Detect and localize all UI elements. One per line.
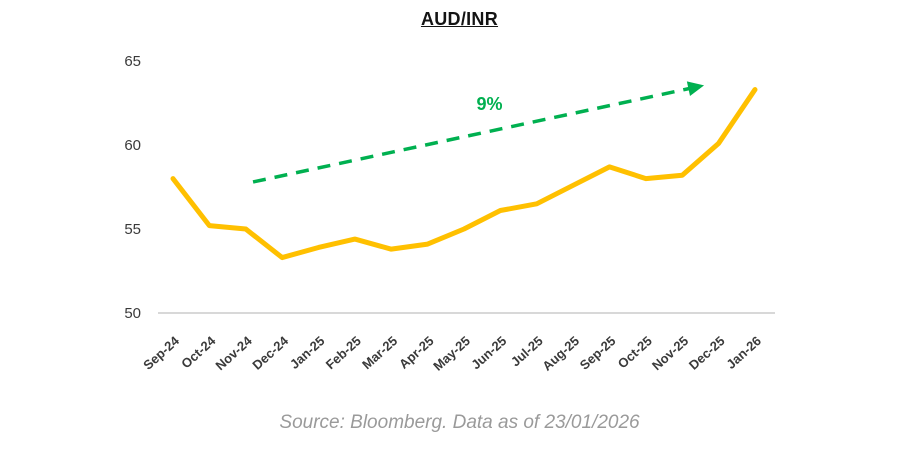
x-tick-label: Oct-25 — [615, 333, 655, 371]
source-note: Source: Bloomberg. Data as of 23/01/2026 — [279, 412, 640, 433]
x-tick-label: Jan-26 — [723, 333, 764, 372]
x-tick-label: Feb-25 — [323, 333, 364, 372]
x-tick-label: Mar-25 — [359, 333, 400, 372]
trend-arrow-line — [252, 86, 693, 184]
x-tick-label: Jan-25 — [287, 333, 328, 372]
x-tick-label: Aug-25 — [539, 333, 582, 374]
x-tick-label: Nov-25 — [649, 333, 691, 373]
x-tick-label: Apr-25 — [396, 333, 437, 372]
y-tick-label: 50 — [124, 305, 141, 322]
x-tick-label: Jun-25 — [468, 333, 509, 372]
trend-arrow-label: 9% — [476, 94, 502, 114]
y-tick-label: 55 — [124, 221, 141, 238]
y-tick-label: 65 — [124, 53, 141, 70]
series-line — [170, 87, 758, 261]
x-tick-label: Dec-25 — [686, 333, 728, 373]
y-tick-label: 60 — [124, 137, 141, 154]
chart-title: AUD/INR — [420, 9, 499, 29]
x-tick-label: Sep-24 — [140, 333, 182, 373]
trend-arrow-head-icon — [686, 81, 705, 97]
x-tick-label: Dec-24 — [249, 333, 291, 373]
x-tick-label: Sep-25 — [577, 333, 619, 373]
x-tick-label: Nov-24 — [212, 333, 255, 374]
x-tick-label: Oct-24 — [178, 333, 219, 372]
x-tick-label: May-25 — [430, 333, 473, 374]
